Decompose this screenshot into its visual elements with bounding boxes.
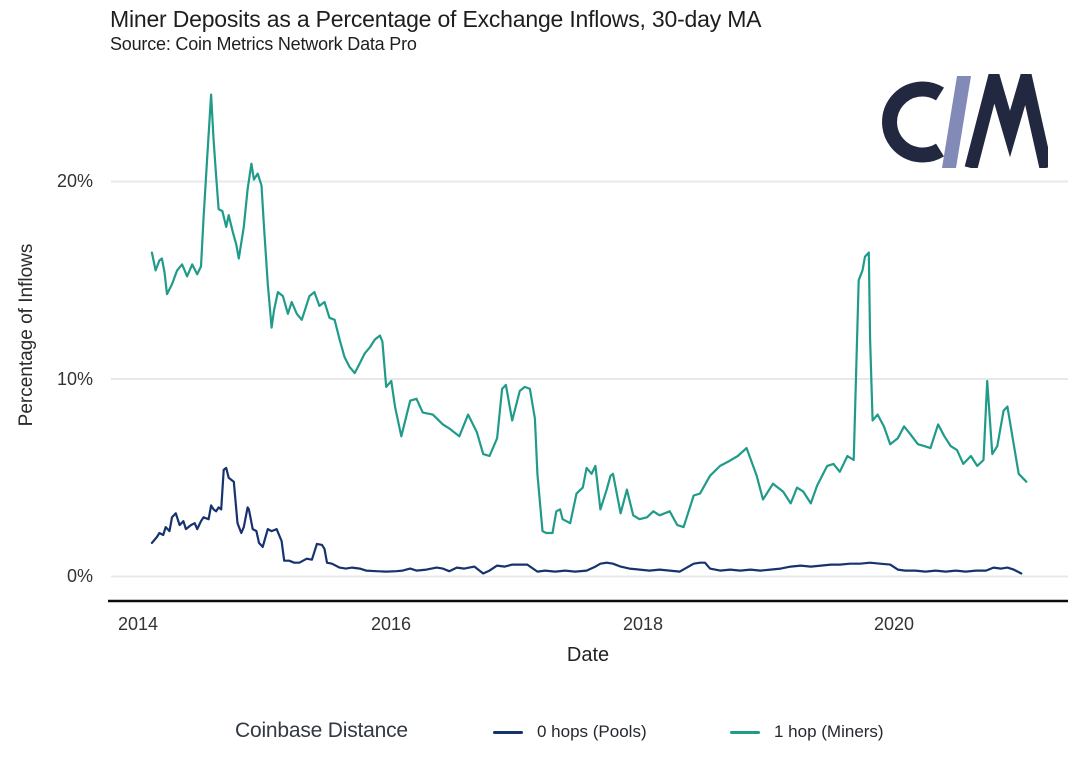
legend-item-miners: 1 hop (Miners) — [730, 722, 884, 742]
y-tick-20pct: 20% — [56, 171, 93, 191]
x-tick-2018: 2018 — [622, 614, 664, 634]
legend-swatch-miners — [730, 730, 760, 734]
x-tick-2020: 2020 — [873, 614, 915, 634]
legend-swatch-pools — [493, 730, 523, 734]
page-title: Miner Deposits as a Percentage of Exchan… — [110, 6, 762, 32]
legend-label-pools: 0 hops (Pools) — [537, 722, 647, 741]
legend-item-pools: 0 hops (Pools) — [493, 722, 647, 742]
logo-c-glyph — [882, 81, 944, 163]
y-tick-10pct: 10% — [56, 369, 93, 389]
logo-slash-glyph — [942, 76, 971, 168]
legend-title: Coinbase Distance — [235, 719, 408, 742]
legend-label-miners: 1 hop (Miners) — [774, 722, 884, 741]
page-subtitle: Source: Coin Metrics Network Data Pro — [110, 34, 417, 54]
series-miners-line — [150, 93, 1028, 535]
x-axis-label: Date — [566, 644, 610, 666]
y-tick-0pct: 0% — [66, 566, 93, 586]
series-pools-line — [150, 466, 1023, 575]
logo-m-glyph — [964, 74, 1048, 168]
y-axis-label: Percentage of Inflows — [16, 243, 37, 427]
x-tick-2016: 2016 — [370, 614, 412, 634]
x-tick-2014: 2014 — [117, 614, 159, 634]
coin-metrics-logo — [882, 74, 1048, 168]
